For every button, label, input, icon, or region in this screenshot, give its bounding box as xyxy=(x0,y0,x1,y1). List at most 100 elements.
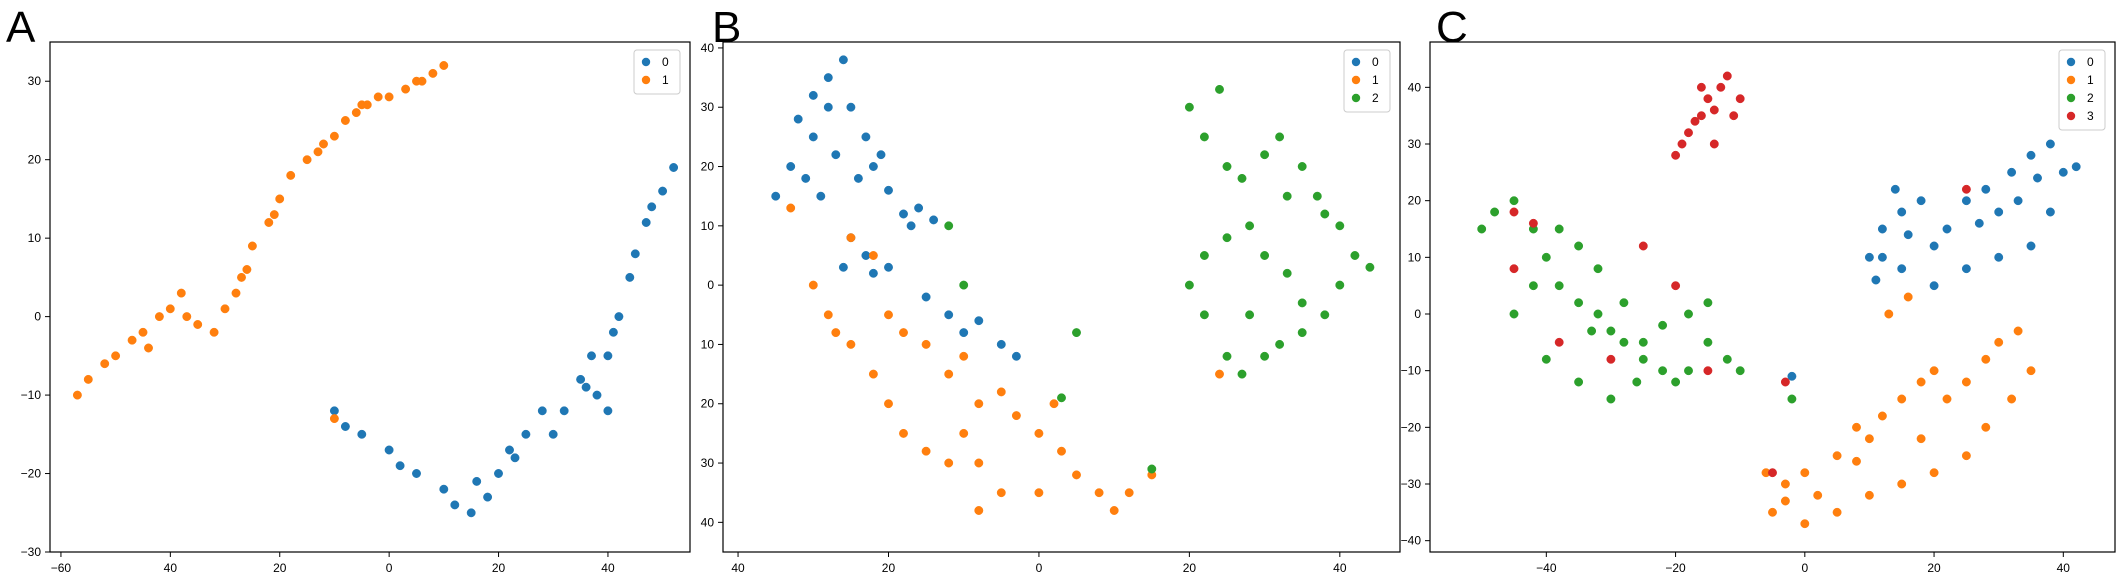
x-tick-label: 20 xyxy=(492,561,506,575)
data-point xyxy=(231,288,241,298)
data-point xyxy=(868,369,878,379)
data-point xyxy=(1509,264,1519,274)
data-point xyxy=(83,374,93,384)
data-point xyxy=(1275,339,1285,349)
data-point xyxy=(823,310,833,320)
data-point xyxy=(1638,337,1648,347)
data-point xyxy=(823,102,833,112)
data-point xyxy=(237,272,246,282)
data-point xyxy=(808,280,818,290)
data-point xyxy=(1871,275,1881,285)
data-point xyxy=(401,84,411,94)
data-point xyxy=(1903,230,1913,240)
data-point xyxy=(242,265,252,274)
x-tick-label: 20 xyxy=(1183,561,1197,575)
data-point xyxy=(1929,468,1939,478)
data-point xyxy=(439,484,449,494)
data-point xyxy=(1981,354,1991,364)
series-0 xyxy=(1787,139,2081,381)
data-point xyxy=(1722,354,1732,364)
legend-box xyxy=(633,49,681,95)
axes-frame xyxy=(1429,41,2116,553)
data-point xyxy=(853,173,863,183)
data-point xyxy=(1703,366,1713,376)
data-point xyxy=(630,249,640,259)
data-point xyxy=(1593,309,1603,319)
data-point xyxy=(351,108,361,118)
data-point xyxy=(603,406,613,416)
legend-label: 1 xyxy=(1372,73,1379,87)
data-point xyxy=(264,218,274,227)
data-point xyxy=(1735,366,1745,376)
data-point xyxy=(899,328,908,338)
axes-frame xyxy=(722,41,1401,553)
data-point xyxy=(1606,326,1616,336)
data-point xyxy=(154,312,164,322)
data-point xyxy=(2045,139,2055,149)
data-point xyxy=(1703,337,1713,347)
data-point xyxy=(144,343,153,353)
data-point xyxy=(165,304,175,314)
data-point xyxy=(1929,366,1939,376)
x-tick-label: 40 xyxy=(1333,561,1347,575)
data-point xyxy=(1350,251,1360,260)
data-point xyxy=(1057,393,1066,403)
data-point xyxy=(2013,196,2023,206)
data-point xyxy=(2013,326,2023,336)
data-point xyxy=(1929,281,1939,291)
data-point xyxy=(428,68,438,78)
data-point xyxy=(1897,207,1907,217)
data-point xyxy=(861,132,871,142)
legend: 0 1 2 xyxy=(1343,49,1391,113)
data-point xyxy=(1703,94,1713,104)
data-point xyxy=(319,139,328,149)
data-point xyxy=(581,382,591,392)
data-point xyxy=(450,500,460,510)
data-point xyxy=(466,508,476,518)
data-point xyxy=(1638,241,1648,251)
data-point xyxy=(868,251,878,260)
data-point xyxy=(959,351,969,361)
data-point xyxy=(1282,268,1292,278)
data-point xyxy=(1696,111,1706,121)
data-point xyxy=(182,312,192,322)
data-point xyxy=(505,445,514,455)
data-point xyxy=(808,132,818,142)
y-tick-label: 20 xyxy=(1408,194,1422,208)
data-point xyxy=(2026,150,2036,160)
data-point xyxy=(2045,207,2055,217)
legend-marker xyxy=(641,57,651,67)
legend-label: 1 xyxy=(2087,73,2094,87)
data-point xyxy=(801,173,811,183)
data-point xyxy=(1237,173,1247,183)
data-point xyxy=(357,429,367,439)
data-point xyxy=(974,399,984,409)
legend-label: 0 xyxy=(662,55,669,69)
legend-label: 2 xyxy=(2087,91,2094,105)
data-point xyxy=(1877,411,1887,421)
data-point xyxy=(944,221,954,231)
data-point xyxy=(996,488,1006,498)
data-point xyxy=(838,262,848,272)
data-point xyxy=(1877,252,1887,262)
data-point xyxy=(1994,207,2004,217)
x-tick-label: 0 xyxy=(1036,561,1043,575)
data-point xyxy=(2071,162,2081,172)
data-point xyxy=(944,458,954,468)
data-point xyxy=(1735,94,1745,104)
data-point xyxy=(100,359,110,369)
x-tick-label: −40 xyxy=(1536,561,1557,575)
data-point xyxy=(786,203,796,213)
data-point xyxy=(906,221,916,231)
data-point xyxy=(329,414,339,424)
data-point xyxy=(1034,488,1044,498)
y-tick-label: 0 xyxy=(34,310,41,324)
data-point xyxy=(831,150,841,160)
data-point xyxy=(1509,309,1519,319)
y-tick-label: 40 xyxy=(1408,80,1422,94)
data-point xyxy=(247,241,257,251)
data-point xyxy=(1916,196,1926,206)
data-point xyxy=(1729,111,1739,121)
data-point xyxy=(1072,470,1081,480)
